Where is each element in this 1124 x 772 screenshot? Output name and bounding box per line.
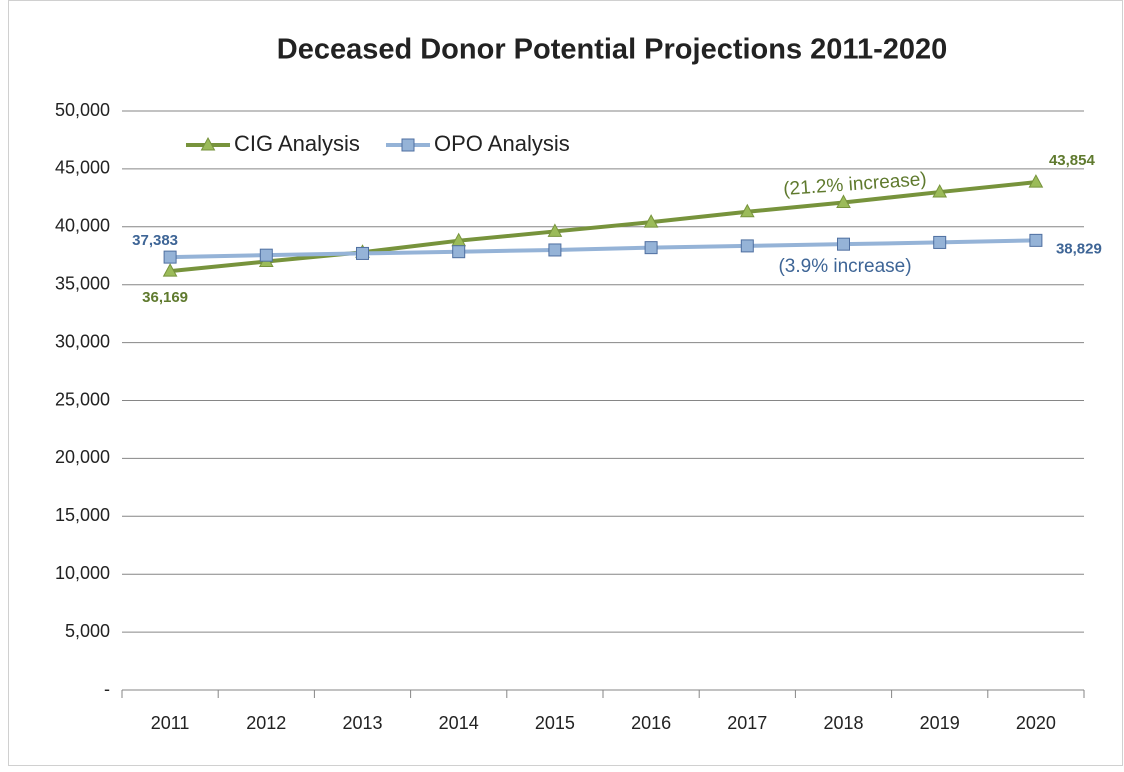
data-point — [259, 248, 273, 262]
data-point — [932, 184, 948, 198]
data-point — [162, 263, 178, 277]
y-tick-label: 10,000 — [55, 563, 110, 583]
x-tick-label: 2018 — [823, 713, 863, 733]
data-label: 37,383 — [132, 232, 178, 249]
y-tick-label: 5,000 — [65, 621, 110, 641]
series-line — [169, 180, 1037, 274]
annotation: (3.9% increase) — [778, 256, 911, 277]
x-tick-label: 2014 — [439, 713, 479, 733]
x-tick-label: 2019 — [920, 713, 960, 733]
y-tick-label: 20,000 — [55, 447, 110, 467]
data-label: 43,854 — [1049, 152, 1096, 169]
x-tick-label: 2020 — [1016, 713, 1056, 733]
chart-title: Deceased Donor Potential Projections 201… — [277, 34, 948, 66]
legend-label: OPO Analysis — [434, 131, 570, 156]
data-point — [452, 245, 466, 259]
x-tick-label: 2015 — [535, 713, 575, 733]
data-point — [548, 243, 562, 257]
data-label: 38,829 — [1056, 240, 1102, 257]
data-label: 36,169 — [142, 289, 188, 306]
data-point — [1029, 233, 1043, 247]
x-tick-label: 2013 — [342, 713, 382, 733]
data-point — [1028, 174, 1044, 188]
y-tick-label: 45,000 — [55, 158, 110, 178]
data-point — [644, 241, 658, 255]
y-tick-label: 50,000 — [55, 100, 110, 120]
legend-marker — [200, 136, 216, 151]
y-tick-label: 30,000 — [55, 331, 110, 351]
data-point — [356, 246, 369, 260]
data-point — [643, 214, 659, 228]
series-line — [170, 238, 1036, 260]
data-point — [163, 250, 177, 264]
chart-frame — [8, 0, 1123, 766]
legend-marker — [401, 138, 415, 152]
data-point — [836, 194, 851, 208]
y-tick-label: 40,000 — [55, 216, 110, 236]
x-tick-label: 2011 — [151, 713, 190, 733]
data-point — [739, 203, 755, 218]
data-point — [547, 223, 563, 237]
y-tick-label: 35,000 — [55, 273, 110, 293]
y-tick-label: 15,000 — [55, 505, 110, 525]
x-tick-label: 2016 — [631, 713, 671, 733]
x-tick-label: 2012 — [246, 713, 286, 733]
x-tick-label: 2017 — [727, 713, 767, 733]
legend-label: CIG Analysis — [234, 131, 360, 156]
data-point — [740, 239, 754, 253]
data-point — [933, 235, 947, 249]
y-tick-label: 25,000 — [55, 389, 110, 409]
data-point — [837, 237, 850, 251]
y-tick-label: - — [104, 679, 110, 699]
